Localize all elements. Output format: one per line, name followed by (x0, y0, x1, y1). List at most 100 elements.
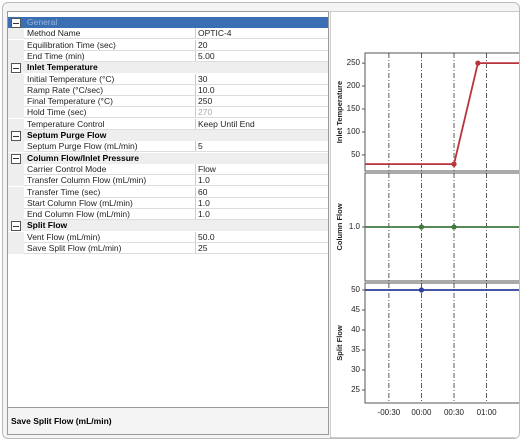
property-row[interactable]: Septum Purge Flow (mL/min) 5 (8, 141, 328, 153)
expander[interactable] (11, 153, 21, 164)
series-line (365, 62, 519, 166)
method-plots: 50 100 150 200 250 Inlet Temperature 1.0 Column… (330, 11, 519, 438)
plot-area (364, 282, 519, 404)
plot-background (330, 11, 519, 438)
row-gutter (8, 28, 24, 40)
property-value: 5 (195, 141, 328, 153)
property-value: Flow (195, 164, 328, 175)
row-gutter (8, 118, 24, 130)
section-title: Split Flow (27, 220, 68, 231)
row-gutter (8, 231, 24, 243)
expander[interactable] (11, 131, 21, 141)
y-tick-label: 100 (347, 127, 361, 136)
property-row[interactable]: Equilibration Time (sec) 20 (8, 39, 328, 51)
property-value: 60 (195, 187, 328, 198)
property-name: End Column Flow (mL/min) (24, 209, 196, 221)
property-name: Vent Flow (mL/min) (24, 231, 196, 243)
property-row[interactable]: Initial Temperature (°C) 30 (8, 73, 328, 85)
y-tick-label: 1.0 (349, 222, 361, 231)
y-tick-label: 50 (351, 285, 360, 294)
property-name: Ramp Rate (°C/sec) (24, 84, 196, 96)
row-gutter (8, 39, 24, 51)
property-value: 10.0 (195, 85, 328, 96)
expander[interactable] (11, 221, 21, 232)
expander[interactable] (11, 63, 21, 74)
section-title: General (27, 17, 58, 27)
expander[interactable] (11, 18, 21, 28)
section-header[interactable]: Septum Purge Flow (8, 130, 328, 141)
property-value: OPTIC-4 (195, 28, 328, 40)
property-grid: Save Split Flow (mL/min) General Method N… (7, 11, 329, 435)
y-axis-label: Column Flow (335, 203, 344, 250)
property-row[interactable]: Ramp Rate (°C/sec) 10.0 (8, 84, 328, 96)
property-name: Hold Time (sec) (24, 107, 196, 119)
section-header[interactable]: Inlet Temperature (8, 62, 328, 74)
point-marker (418, 224, 425, 230)
row-gutter (8, 163, 24, 175)
property-row[interactable]: Method Name OPTIC-4 (8, 28, 328, 40)
property-row[interactable]: Carrier Control Mode Flow (8, 163, 328, 175)
property-row[interactable]: Transfer Column Flow (mL/min) 1.0 (8, 175, 328, 187)
row-gutter (8, 50, 24, 62)
property-name: Initial Temperature (°C) (24, 73, 196, 85)
y-tick-label: 40 (351, 325, 360, 334)
property-row[interactable]: End Time (min) 5.00 (8, 50, 328, 62)
y-axis-label: Split Flow (335, 325, 344, 361)
property-row[interactable]: Transfer Time (sec) 60 (8, 186, 328, 198)
row-gutter (8, 209, 24, 221)
row-gutter (8, 243, 24, 254)
point-marker (418, 287, 425, 293)
section-header[interactable]: General (8, 17, 328, 28)
property-name: Start Column Flow (mL/min) (24, 197, 196, 209)
property-value: 5.00 (195, 51, 328, 62)
row-gutter (8, 186, 24, 198)
property-value: 50.0 (195, 232, 328, 243)
y-tick-label: 30 (351, 365, 360, 374)
property-value: 1.0 (195, 175, 328, 187)
property-name: Temperature Control (24, 118, 196, 130)
property-name: Transfer Time (sec) (24, 186, 196, 198)
section-title: Column Flow/Inlet Pressure (27, 152, 139, 163)
property-value: 20 (195, 40, 328, 51)
description: Save Split Flow (mL/min) (8, 407, 328, 434)
row-gutter (8, 175, 24, 187)
row-gutter (8, 197, 24, 209)
property-row[interactable]: Save Split Flow (mL/min) 25 (8, 243, 328, 254)
y-tick-label: 150 (347, 104, 361, 113)
point-marker (451, 224, 457, 230)
plot-area (364, 52, 519, 172)
y-tick-label: 200 (347, 81, 361, 90)
property-row[interactable]: Final Temperature (°C) 250 (8, 96, 328, 108)
y-tick-label: 45 (351, 305, 360, 314)
row-gutter (8, 107, 24, 119)
property-row[interactable]: Vent Flow (mL/min) 50.0 (8, 231, 328, 243)
row-gutter (8, 141, 24, 153)
x-tick-label: 00:30 (444, 408, 465, 417)
y-axis-label: Inlet Temperature (335, 81, 344, 143)
row-gutter (8, 73, 24, 85)
section-header[interactable]: Column Flow/Inlet Pressure (8, 152, 328, 164)
property-value: 250 (195, 96, 328, 108)
property-value: 1.0 (195, 198, 328, 209)
y-tick-label: 25 (351, 385, 360, 394)
x-tick-label: 00:00 (411, 408, 432, 417)
property-row[interactable]: End Column Flow (mL/min) 1.0 (8, 209, 328, 221)
property-row[interactable]: Hold Time (sec) 270 (8, 107, 328, 119)
property-value: 30 (195, 74, 328, 85)
point-marker (451, 161, 457, 167)
property-name: Save Split Flow (mL/min) (24, 243, 196, 254)
property-name: Final Temperature (°C) (24, 96, 196, 108)
point-marker (475, 60, 481, 66)
row-gutter (8, 84, 24, 96)
property-row[interactable]: Temperature Control Keep Until End (8, 118, 328, 130)
property-name: Method Name (24, 28, 196, 40)
section-header[interactable]: Split Flow (8, 220, 328, 232)
property-value: 25 (195, 243, 328, 254)
property-row[interactable]: Start Column Flow (mL/min) 1.0 (8, 197, 328, 209)
property-name: Carrier Control Mode (24, 163, 196, 175)
y-tick-label: 250 (347, 58, 361, 67)
property-name: Septum Purge Flow (mL/min) (24, 141, 196, 153)
x-tick-label: -00:30 (378, 408, 401, 417)
property-value: Keep Until End (195, 119, 328, 130)
